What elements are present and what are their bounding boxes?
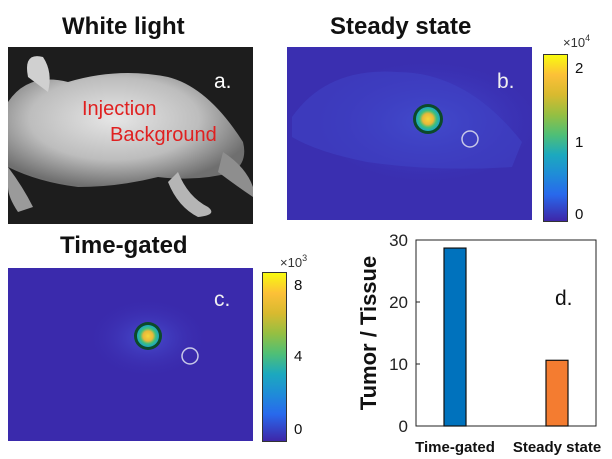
steady-state-colorbar-tick-top: 2: [575, 60, 584, 77]
steady-state-colorbar: [543, 54, 568, 222]
x-tick-label: Time-gated: [415, 439, 495, 456]
time-gated-colorbar-multiplier: ×103: [280, 253, 308, 270]
injection-annotation: Injection: [82, 98, 157, 120]
time-gated-colorbar-tick-top: 8: [294, 277, 303, 294]
y-tick-label: 10: [389, 355, 408, 374]
time-gated-colorbar-tick-mid: 4: [294, 348, 303, 365]
steady-state-colorbar-tick-mid: 1: [575, 134, 584, 151]
plot-area-box: [415, 239, 597, 427]
steady-state-image: [287, 47, 532, 220]
y-tick-label: 0: [399, 417, 408, 436]
steady-state-title: Steady state: [330, 13, 472, 40]
y-tick-label: 30: [389, 231, 408, 250]
bar-time-gated: [443, 247, 467, 427]
y-axis-label: Tumor / Tissue: [356, 256, 381, 410]
white-light-image: [8, 47, 253, 224]
time-gated-title: Time-gated: [60, 232, 188, 259]
x-tick-label: Steady state: [513, 439, 601, 456]
steady-state-colorbar-multiplier: ×104: [563, 33, 591, 50]
panel-label-d: d.: [555, 287, 573, 310]
steady-state-colorbar-tick-bottom: 0: [575, 206, 584, 223]
time-gated-image: [8, 268, 253, 441]
white-light-title: White light: [62, 13, 185, 40]
tumor-tissue-bar-chart: 0 10 20 30 Tumor / Tissue Time-gated Steady st…: [356, 231, 601, 456]
bar-steady-state: [545, 359, 569, 427]
panel-label-c: c.: [214, 288, 231, 311]
time-gated-colorbar-tick-bottom: 0: [294, 421, 303, 438]
y-tick-label: 20: [389, 293, 408, 312]
background-annotation: Background: [110, 124, 217, 146]
time-gated-colorbar: [262, 272, 287, 442]
panel-label-b: b.: [497, 70, 515, 93]
panel-label-a: a.: [214, 70, 232, 93]
